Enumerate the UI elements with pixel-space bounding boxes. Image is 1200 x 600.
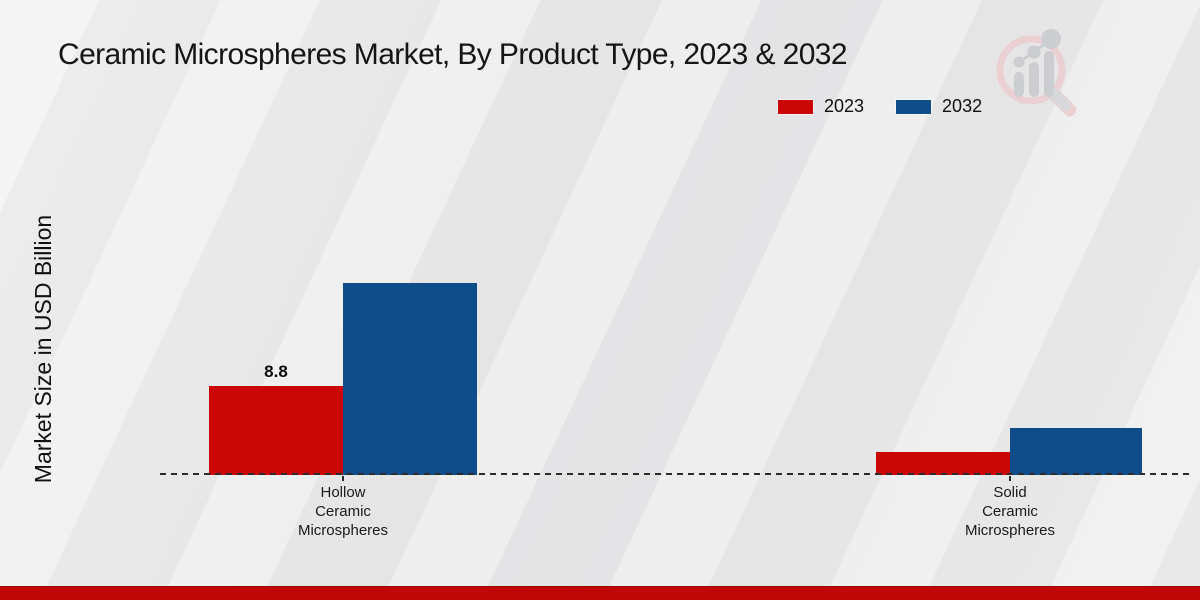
legend-label-2023: 2023 (824, 96, 865, 116)
magnifier-ring-icon (996, 35, 1066, 105)
category-label-solid: Solid Ceramic Microspheres (964, 484, 1056, 539)
x-axis-dashed-baseline (160, 473, 1193, 475)
x-axis-tick-solid (1009, 476, 1011, 481)
logo-dot-small (1013, 56, 1025, 68)
bar-hollow-2023 (209, 386, 343, 475)
bar-solid-2032 (1010, 428, 1142, 475)
market-research-logo-watermark (996, 29, 1077, 117)
logo-bar-large (1044, 51, 1054, 97)
legend-item-2023: 2023 (778, 96, 864, 117)
bar-value-label: 8.8 (264, 362, 288, 381)
category-label-hollow: Hollow Ceramic Microspheres (297, 484, 389, 539)
footer-accent-strip (0, 586, 1200, 600)
legend-label-2032: 2032 (942, 96, 983, 116)
logo-dot-large (1041, 29, 1061, 49)
chart-title: Ceramic Microspheres Market, By Product … (58, 38, 848, 71)
legend-swatch-2032 (896, 99, 932, 114)
legend: 2023 2032 (778, 96, 1000, 117)
bar-solid-2023 (876, 452, 1010, 475)
logo-bar-small (1014, 72, 1024, 97)
x-axis-tick-hollow (342, 476, 344, 481)
y-axis-label: Market Size in USD Billion (30, 214, 56, 484)
legend-swatch-2023 (778, 99, 813, 114)
logo-dot-medium (1027, 45, 1041, 59)
magnifier-handle-icon (1046, 86, 1071, 111)
legend-item-2032: 2032 (896, 96, 982, 117)
logo-bar-medium (1029, 62, 1039, 97)
bar-hollow-2032 (343, 283, 477, 475)
